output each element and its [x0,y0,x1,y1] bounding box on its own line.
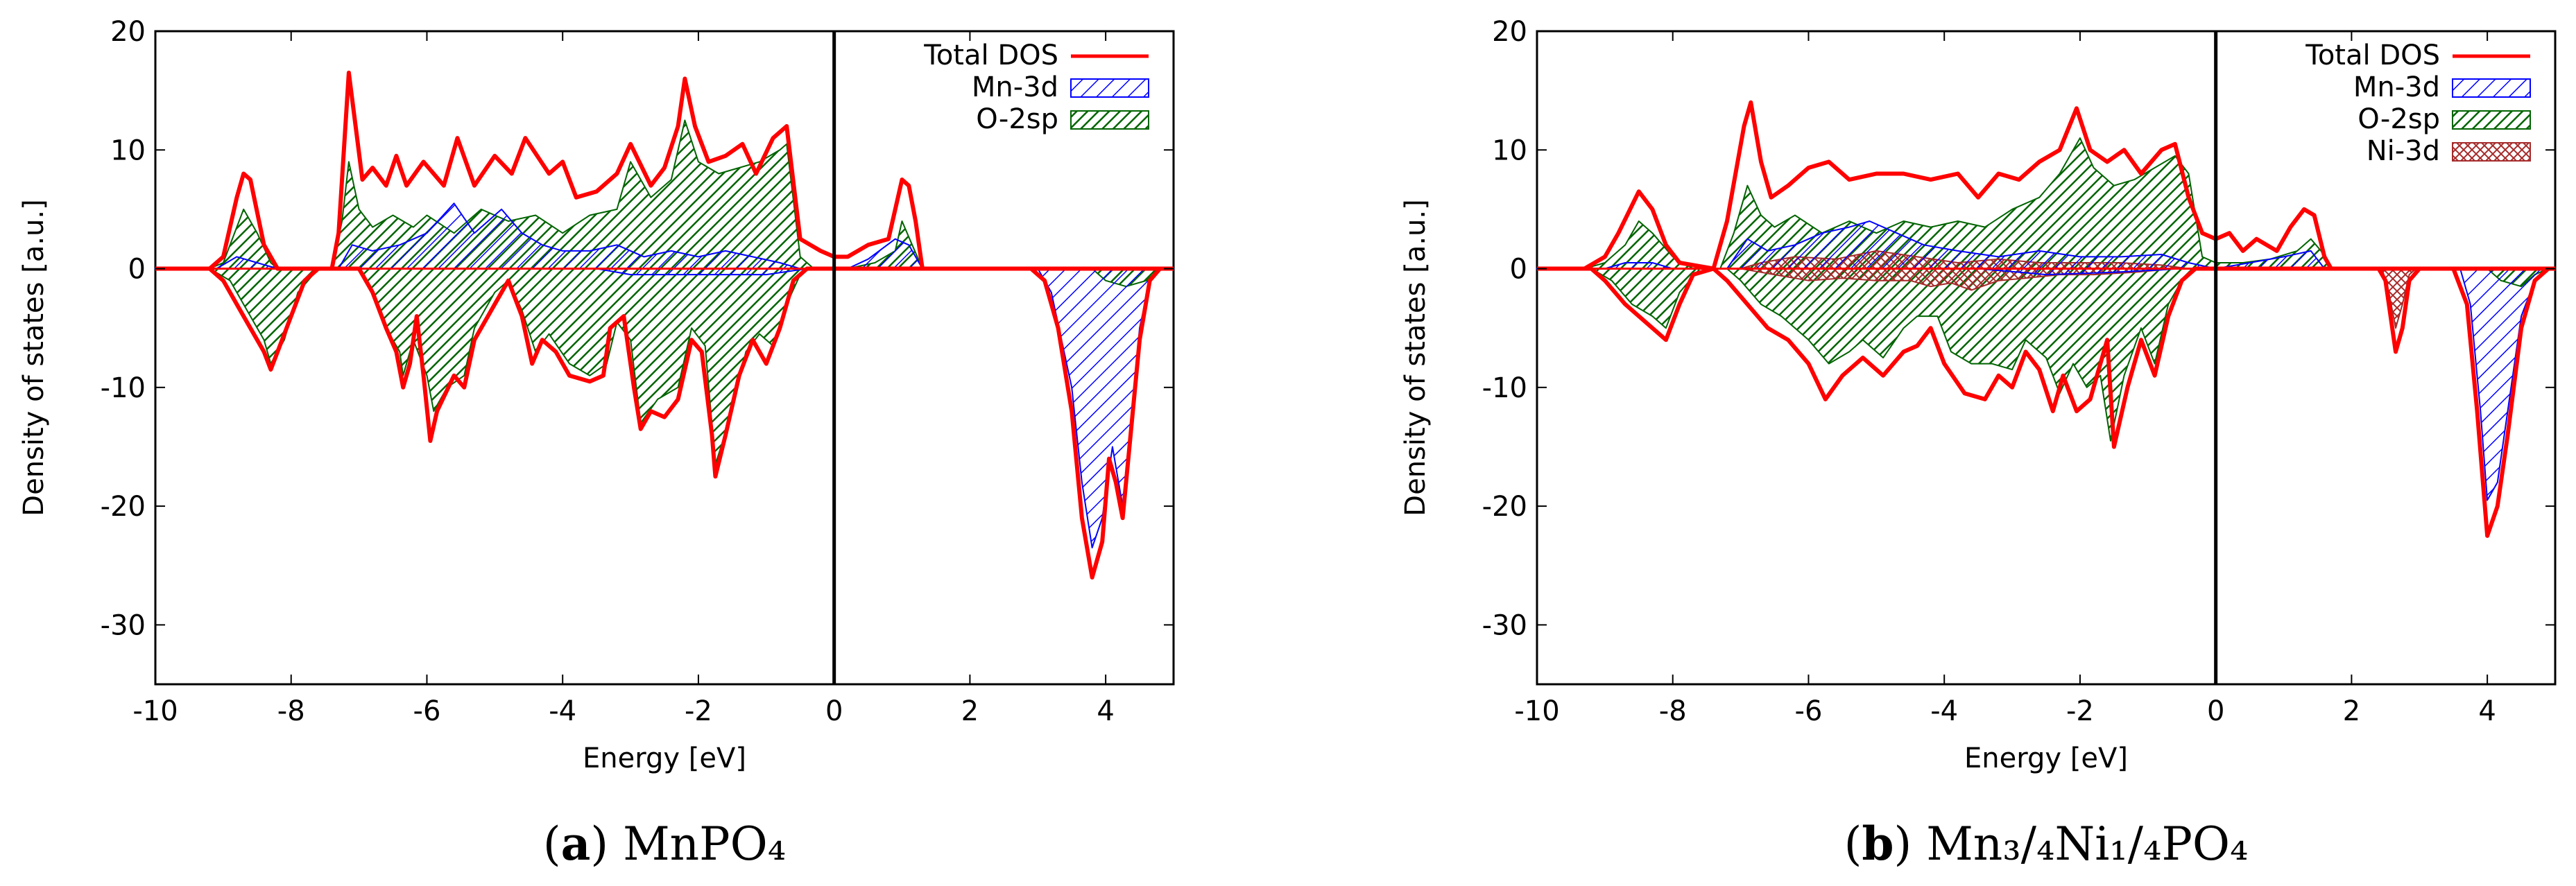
y-tick-label: 10 [1492,134,1527,166]
caption-label: a [561,817,591,871]
x-tick-label: -8 [1659,695,1687,727]
x-tick-label: 4 [2478,695,2496,727]
x-axis-label: Energy [eV] [583,742,746,774]
x-tick-label: 4 [1097,695,1114,727]
y-tick-label: -20 [1482,491,1527,523]
y-tick-label: 20 [110,16,146,48]
y-tick-label: -30 [101,609,146,641]
y-axis-label: Density of states [a.u.] [18,199,50,516]
caption-b: (b) Mn₃/₄Ni₁/₄PO₄ [1844,817,2249,871]
x-tick-label: 2 [2343,695,2360,727]
series-total-dos-up [155,70,1174,271]
x-tick-label: 0 [825,695,843,727]
y-tick-label: -10 [101,372,146,404]
caption-a: (a) MnPO₄ [543,817,786,871]
area-layer [155,119,1174,548]
line-layer [155,70,1174,580]
series-total-dos-down [1537,266,2555,538]
y-axis-label: Density of states [a.u.] [1400,199,1432,516]
y-tick-label: 0 [128,254,146,286]
x-tick-label: -6 [413,695,441,727]
series-ni-3d-down [1536,268,2556,329]
plot-frame [1536,30,2557,686]
y-tick-label: 10 [110,134,146,166]
legend-swatch [1070,110,1149,130]
x-tick-label: -4 [1930,695,1958,727]
x-tick-label: 0 [2207,695,2224,727]
x-tick-label: -2 [2066,695,2094,727]
y-tick-label: -20 [101,491,146,523]
legend-label: O-2sp [2358,103,2440,135]
x-tick-label: -10 [132,695,178,727]
legend-swatch [2452,142,2531,162]
y-tick-label: -30 [1482,609,1527,641]
caption-formula: Mn₃/₄Ni₁/₄PO₄ [1926,817,2248,871]
legend-swatch [2452,78,2531,98]
legend-label: Total DOS [923,40,1058,71]
x-tick-label: 2 [961,695,979,727]
x-tick-label: -2 [685,695,712,727]
legend-label: O-2sp [976,103,1058,135]
y-tick-label: 20 [1492,16,1527,48]
x-tick-label: -8 [277,695,305,727]
x-tick-label: -4 [549,695,576,727]
legend-label: Mn-3d [2353,71,2440,103]
x-tick-label: -10 [1514,695,1559,727]
caption-formula: MnPO₄ [623,817,786,871]
plot-frame [154,30,1175,686]
legend-label: Mn-3d [972,71,1058,103]
series-o-2sp-up [155,119,1174,270]
y-tick-label: -10 [1482,372,1527,404]
x-tick-label: -6 [1795,695,1823,727]
series-total-dos-up [1537,100,2555,271]
legend-swatch [1070,78,1149,98]
legend-swatch [2452,110,2531,130]
legend-label: Total DOS [2305,40,2440,71]
legend-label: Ni-3d [2367,135,2440,167]
y-tick-label: 0 [1510,254,1527,286]
series-total-dos-down [155,266,1174,580]
series-mn-3d-up [155,202,1174,270]
x-axis-label: Energy [eV] [1964,742,2128,774]
caption-label: b [1862,817,1894,871]
series-o-2sp-down [155,268,1174,466]
line-layer [1537,100,2555,538]
